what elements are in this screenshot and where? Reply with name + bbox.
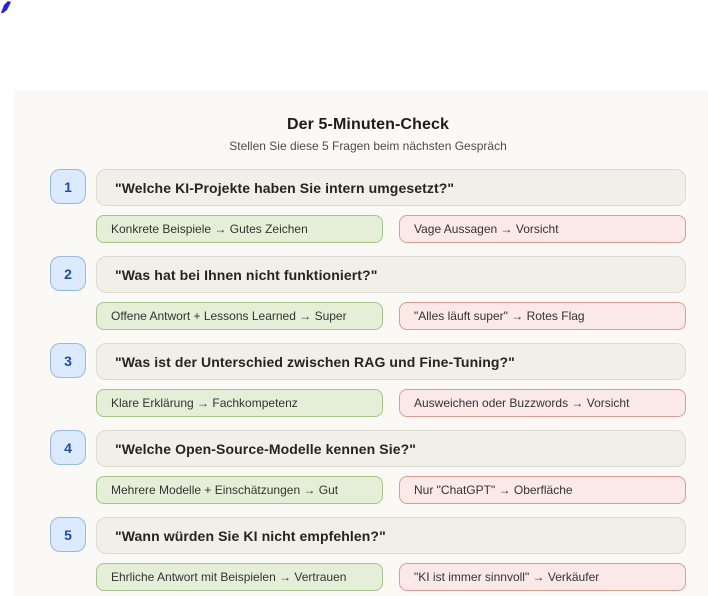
item-number-badge: 4 [50,430,86,465]
item-number-badge: 3 [50,343,86,378]
positive-signal-box: Konkrete Beispiele → Gutes Zeichen [96,215,383,243]
check-item: 4 "Welche Open-Source-Modelle kennen Sie… [50,430,686,504]
card-header: Der 5-Minuten-Check Stellen Sie diese 5 … [50,115,686,154]
positive-signal-box: Klare Erklärung → Fachkompetenz [96,389,383,417]
five-minute-check-card: Der 5-Minuten-Check Stellen Sie diese 5 … [14,90,708,596]
negative-signal-box: Ausweichen oder Buzzwords → Vorsicht [399,389,686,417]
question-box: "Welche Open-Source-Modelle kennen Sie?" [96,430,686,467]
question-box: "Wann würden Sie KI nicht empfehlen?" [96,517,686,554]
negative-signal-box: Vage Aussagen → Vorsicht [399,215,686,243]
question-box: "Was hat bei Ihnen nicht funktioniert?" [96,256,686,293]
card-subtitle: Stellen Sie diese 5 Fragen beim nächsten… [229,139,507,153]
check-item: 3 "Was ist der Unterschied zwischen RAG … [50,343,686,417]
question-box: "Was ist der Unterschied zwischen RAG un… [96,343,686,380]
positive-signal-box: Mehrere Modelle + Einschätzungen → Gut [96,476,383,504]
negative-signal-box: Nur "ChatGPT" → Oberfläche [399,476,686,504]
question-box: "Welche KI-Projekte haben Sie intern umg… [96,169,686,206]
blue-corner-mark-icon [1,1,11,13]
check-item: 1 "Welche KI-Projekte haben Sie intern u… [50,169,686,243]
negative-signal-box: "KI ist immer sinnvoll" → Verkäufer [399,563,686,591]
check-item: 5 "Wann würden Sie KI nicht empfehlen?" … [50,517,686,591]
check-item: 2 "Was hat bei Ihnen nicht funktioniert?… [50,256,686,330]
positive-signal-box: Ehrliche Antwort mit Beispielen → Vertra… [96,563,383,591]
positive-signal-box: Offene Antwort + Lessons Learned → Super [96,302,383,330]
negative-signal-box: "Alles läuft super" → Rotes Flag [399,302,686,330]
card-title: Der 5-Minuten-Check [287,116,449,133]
item-number-badge: 1 [50,169,86,204]
item-number-badge: 2 [50,256,86,291]
item-number-badge: 5 [50,517,86,552]
